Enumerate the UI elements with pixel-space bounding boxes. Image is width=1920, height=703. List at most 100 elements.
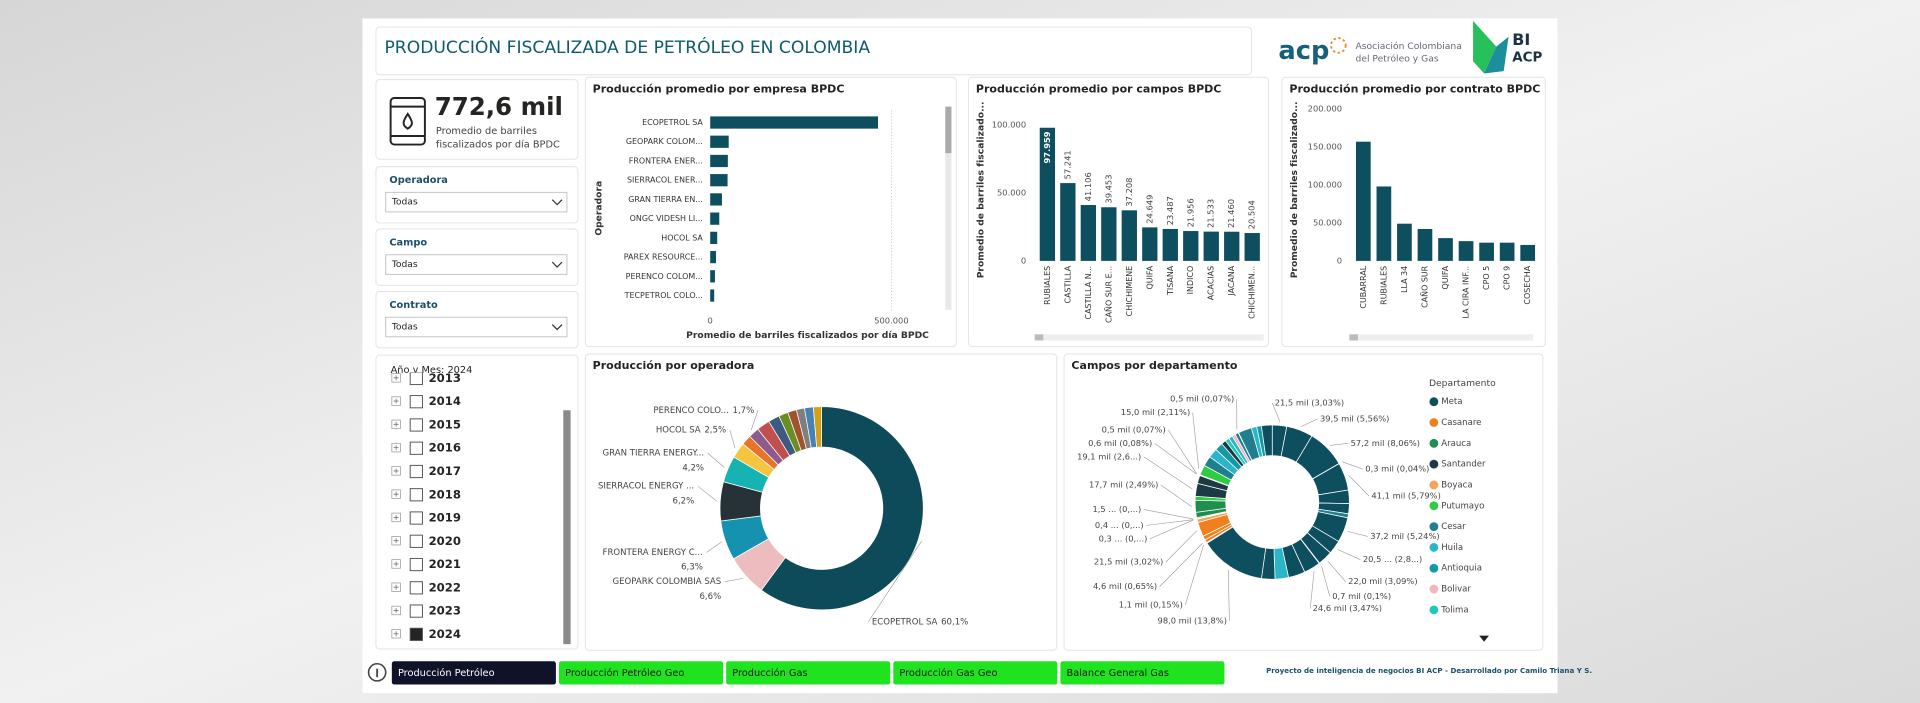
checkbox[interactable]	[409, 604, 423, 618]
data-label: 20.504	[1247, 200, 1257, 229]
legend-swatch	[1429, 480, 1439, 490]
year-label: 2022	[429, 580, 461, 594]
tab-label: Balance General Gas	[1067, 668, 1169, 679]
filter-label: Contrato	[389, 300, 438, 311]
checkbox[interactable]	[409, 418, 423, 432]
bar	[710, 270, 715, 283]
checkbox[interactable]	[409, 627, 423, 641]
chart-card	[584, 76, 957, 348]
y-tick-label: SIERRACOL ENER...	[627, 176, 703, 185]
expand-box[interactable]	[391, 536, 401, 546]
y-tick-label: 50.000	[1313, 217, 1342, 227]
legend-label: Tolima	[1440, 605, 1468, 615]
acp-logo: acp Asociación Colombiana del Petróleo y…	[1278, 36, 1461, 66]
chart-card	[968, 76, 1270, 348]
leader-line	[1192, 412, 1200, 469]
expand-box[interactable]	[391, 396, 401, 406]
bar	[710, 116, 879, 129]
tab[interactable]	[1060, 661, 1225, 685]
expand-box[interactable]	[391, 629, 401, 639]
leader-line	[707, 452, 725, 468]
legend-swatch	[1429, 543, 1439, 552]
x-tick-label: 0	[708, 315, 713, 325]
legend-swatch	[1429, 438, 1439, 448]
data-label: 21,5 mil (3,02%)	[1094, 557, 1163, 567]
x-tick-label: COSECHA	[1523, 265, 1532, 304]
checkbox[interactable]	[409, 372, 423, 386]
x-tick-label: CHICHIMENE	[1125, 266, 1134, 317]
expand-box[interactable]	[391, 489, 401, 499]
legend-more[interactable]	[1479, 635, 1489, 642]
pie-slice	[760, 406, 924, 611]
checkbox[interactable]	[409, 395, 423, 409]
legend-swatch	[1429, 459, 1439, 469]
x-tick-label: RUBIALES	[1043, 266, 1052, 305]
bar	[1162, 228, 1178, 261]
bar	[1397, 223, 1412, 261]
bar	[710, 212, 720, 225]
leader-line	[1160, 484, 1192, 507]
data-label: 0,4 ... (0,...)	[1095, 520, 1144, 530]
x-tick-label: JACANA	[1227, 265, 1236, 296]
legend-label: Huila	[1441, 543, 1463, 553]
tab[interactable]	[391, 661, 556, 685]
chart-title: Campos por departamento	[1071, 359, 1237, 372]
x-tick-label: CAÑO SUR	[1419, 265, 1429, 308]
checkbox[interactable]	[409, 534, 423, 548]
leader-line	[1347, 531, 1368, 537]
leader-line	[750, 410, 759, 431]
tab[interactable]	[726, 661, 891, 685]
data-label: 57.241	[1062, 150, 1072, 179]
x-tick-label: CPO 5	[1482, 266, 1491, 290]
legend-swatch	[1429, 397, 1439, 407]
info-icon[interactable]	[367, 662, 387, 682]
expand-box[interactable]	[391, 373, 401, 383]
expand-plus	[393, 608, 399, 613]
data-label: 22,0 mil (3,09%)	[1348, 576, 1417, 586]
data-label: 21.956	[1185, 198, 1195, 227]
scrollbar	[1034, 334, 1264, 341]
bar	[1458, 241, 1474, 261]
logo-shape	[1484, 36, 1509, 74]
checkbox[interactable]	[409, 488, 423, 502]
expand-box[interactable]	[391, 466, 401, 476]
checkbox[interactable]	[409, 511, 423, 525]
expand-box[interactable]	[391, 559, 401, 569]
data-label-value: 6,3%	[681, 563, 703, 573]
leader-line	[1309, 571, 1315, 609]
data-label: 0,3 ... (0,...)	[1099, 533, 1148, 543]
expand-plus	[393, 445, 399, 451]
bar	[1376, 186, 1392, 261]
tab[interactable]	[558, 661, 724, 685]
dropdown[interactable]	[385, 254, 568, 275]
y-tick-label: ONGC VIDESH LI...	[630, 214, 703, 223]
tab[interactable]	[893, 661, 1058, 685]
expand-box[interactable]	[391, 512, 401, 523]
year-label: 2015	[429, 417, 461, 431]
leader-line	[1149, 519, 1194, 540]
x-tick-label: CASTILLA N...	[1084, 266, 1093, 320]
x-tick-label: 500.000	[874, 315, 908, 325]
legend-swatch	[1429, 605, 1439, 615]
expand-box[interactable]	[391, 582, 401, 592]
dropdown[interactable]	[385, 316, 568, 338]
leader-line	[1143, 456, 1193, 490]
checkbox[interactable]	[409, 581, 423, 595]
x-tick-label: CASTILLA	[1063, 265, 1072, 303]
y-tick-label: 150.000	[1308, 142, 1342, 152]
legend-swatch	[1429, 563, 1439, 573]
year-label: 2023	[429, 604, 461, 618]
checkbox[interactable]	[409, 441, 423, 455]
expand-box[interactable]	[391, 419, 401, 430]
scrollbar-thumb	[1034, 334, 1044, 341]
y-tick-label: PAREX RESOURCE...	[624, 253, 703, 262]
checkbox[interactable]	[409, 464, 423, 479]
expand-box[interactable]	[391, 442, 401, 453]
leader-line	[1271, 402, 1281, 422]
data-label: 1,1 mil (0,15%)	[1119, 599, 1183, 609]
dropdown[interactable]	[385, 191, 568, 213]
expand-box[interactable]	[391, 605, 401, 616]
checkbox[interactable]	[409, 557, 423, 572]
leader-line	[1337, 549, 1361, 560]
